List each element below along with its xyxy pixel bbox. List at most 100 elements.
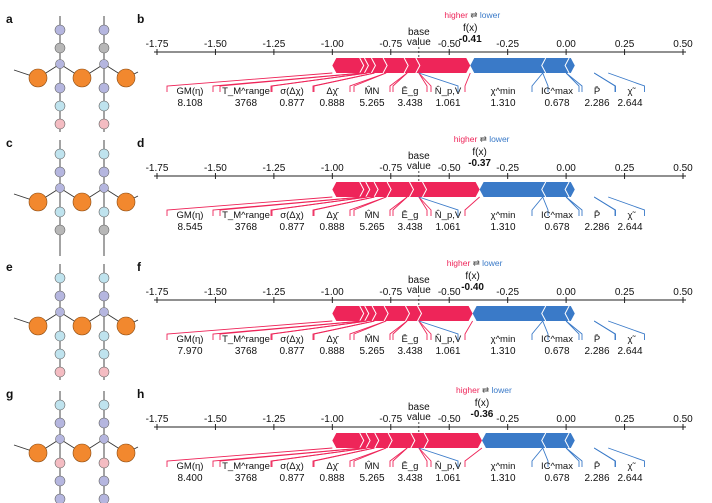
atom-metal <box>116 68 136 88</box>
base-value-label: value <box>407 285 431 296</box>
x-tick-label: -1.50 <box>204 163 227 174</box>
negative-segment-divider <box>564 181 570 198</box>
feature-value: 5.265 <box>359 346 384 357</box>
atom-lightblue <box>54 100 66 112</box>
feature-connector <box>313 447 387 467</box>
atom-bridge <box>55 183 65 193</box>
positive-segment-divider <box>417 305 423 322</box>
positive-segment-divider <box>365 181 371 198</box>
feature-name: Ē_g <box>402 461 419 472</box>
x-tick-label: -1.75 <box>146 287 169 298</box>
atom-bridge <box>99 183 109 193</box>
positive-segment-divider <box>405 305 411 322</box>
feature-name: Ē_g <box>402 210 419 221</box>
positive-segment-divider <box>423 432 429 449</box>
feature-value: 3.438 <box>397 222 422 233</box>
atom-metal <box>28 316 48 336</box>
feature-value: 3768 <box>235 222 258 233</box>
x-tick-label: 0.25 <box>615 414 635 425</box>
atom-lightblue <box>54 206 66 218</box>
negative-segment-divider <box>564 57 570 74</box>
positive-segment-divider <box>410 432 416 449</box>
x-tick-label: -0.50 <box>438 414 461 425</box>
feature-connector <box>418 320 549 340</box>
positive-segment-divider <box>386 181 392 198</box>
fx-label: f(x) <box>472 147 486 158</box>
feature-value: 1.310 <box>490 346 515 357</box>
x-tick-label: -0.25 <box>496 163 519 174</box>
atom-bridge <box>99 59 109 69</box>
atom-lightblue <box>54 272 66 284</box>
feature-name: GM(η) <box>177 334 204 345</box>
atom-pink <box>98 366 110 378</box>
x-tick-label: -1.25 <box>262 163 285 174</box>
feature-value: 2.286 <box>584 98 609 109</box>
positive-force-bar <box>332 58 471 73</box>
x-tick-label: 0.50 <box>673 163 693 174</box>
base-value-label: base <box>408 275 430 286</box>
feature-name: M̂N <box>365 333 380 345</box>
atom-gray <box>98 42 110 54</box>
atom-lightblue <box>98 399 110 411</box>
x-tick-label: 0.25 <box>615 39 635 50</box>
positive-segment-divider <box>364 305 370 322</box>
x-tick-label: -1.25 <box>262 287 285 298</box>
feature-connector <box>418 196 549 216</box>
x-tick-label: 0.50 <box>673 414 693 425</box>
x-tick-label: 0.00 <box>556 39 576 50</box>
fx-value: -0.41 <box>459 34 482 45</box>
fx-label: f(x) <box>463 23 477 34</box>
atom-purple <box>54 475 66 487</box>
atom-pink <box>54 457 66 469</box>
feature-value: 1.061 <box>435 346 460 357</box>
feature-name: T_M^range <box>222 86 270 97</box>
feature-value: 8.545 <box>177 222 202 233</box>
atom-purple <box>54 290 66 302</box>
feature-name: σ(Δχ) <box>280 461 304 472</box>
feature-name: χ^min <box>491 461 516 472</box>
x-tick-label: -1.50 <box>204 39 227 50</box>
x-tick-label: -1.25 <box>262 39 285 50</box>
atom-gray <box>54 42 66 54</box>
atom-blue <box>98 24 110 36</box>
feature-connector <box>565 320 616 340</box>
x-tick-label: -1.00 <box>321 287 344 298</box>
positive-segment-divider <box>387 432 393 449</box>
atom-blue <box>54 24 66 36</box>
feature-name: Δχ̄ <box>326 461 339 472</box>
feature-connector <box>353 196 408 216</box>
feature-value: 3768 <box>235 346 258 357</box>
x-tick-label: -0.25 <box>496 39 519 50</box>
atom-purple <box>98 290 110 302</box>
feature-connector <box>392 320 428 340</box>
negative-force-bar <box>479 182 575 197</box>
fx-label: f(x) <box>475 398 489 409</box>
feature-name: M̂N <box>365 85 380 97</box>
positive-segment-divider <box>359 432 365 449</box>
atom-bridge <box>55 307 65 317</box>
x-tick-label: -0.50 <box>438 163 461 174</box>
feature-connector <box>593 320 645 340</box>
atom-purple <box>98 493 110 503</box>
feature-value: 2.644 <box>617 346 642 357</box>
atom-purple <box>98 417 110 429</box>
atom-lightblue <box>54 348 66 360</box>
x-tick-label: -0.75 <box>379 163 402 174</box>
feature-name: σ(Δχ) <box>280 210 304 221</box>
x-tick-label: -1.25 <box>262 414 285 425</box>
base-value-label: base <box>408 402 430 413</box>
molecule-structure <box>13 140 139 256</box>
panel-label: d <box>137 136 144 150</box>
x-tick-label: -0.75 <box>379 287 402 298</box>
legend-higher-lower: higher ⇄ lower <box>444 10 500 20</box>
x-tick-label: 0.00 <box>556 414 576 425</box>
feature-connector <box>418 447 549 467</box>
feature-value: 5.265 <box>359 473 384 484</box>
feature-connector <box>313 320 387 340</box>
x-tick-label: -1.00 <box>321 414 344 425</box>
atom-gray <box>54 224 66 236</box>
x-tick-label: -0.50 <box>438 39 461 50</box>
feature-value: 0.678 <box>544 346 569 357</box>
feature-value: 1.310 <box>490 473 515 484</box>
feature-value: 5.265 <box>359 222 384 233</box>
